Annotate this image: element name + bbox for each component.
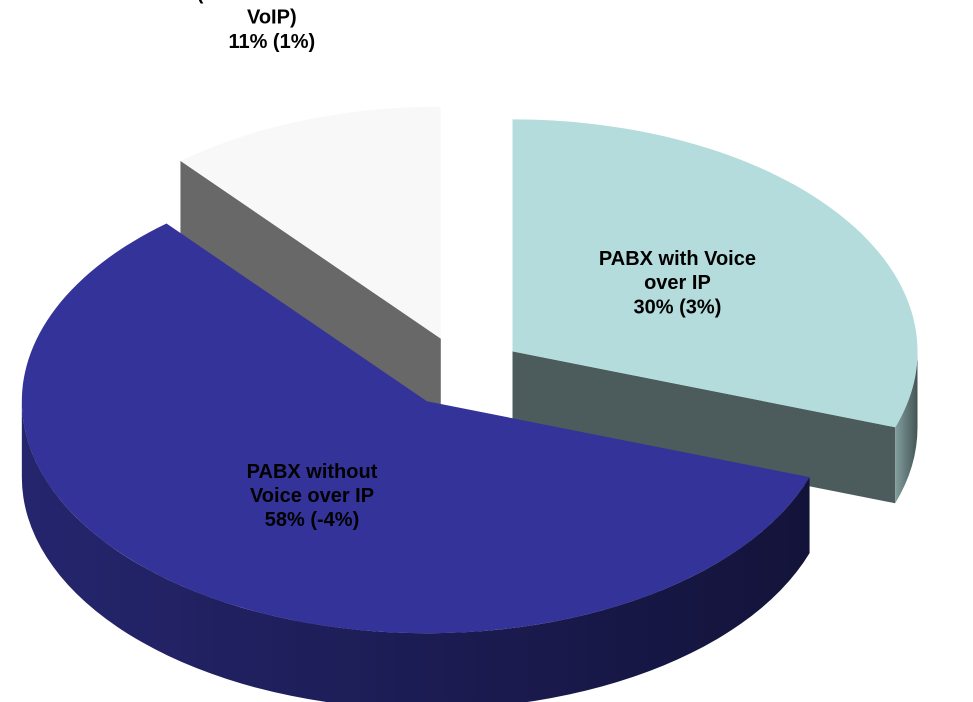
value-label: 11% (1%) bbox=[228, 31, 315, 53]
label-line: over IP bbox=[644, 272, 711, 294]
slice-wall bbox=[512, 351, 896, 504]
value-label: 58% (-4%) bbox=[265, 509, 359, 531]
value-label: 30% (3%) bbox=[634, 296, 722, 318]
walls bbox=[21, 106, 918, 702]
slice-wall bbox=[180, 160, 441, 415]
label-line: (traditionell and bbox=[197, 0, 347, 5]
slice-label: PABX without Voice over IP bbox=[247, 461, 378, 507]
slice-label: PABX with Voice over IP bbox=[599, 248, 756, 294]
slice bbox=[180, 106, 441, 415]
slice-side bbox=[21, 401, 810, 702]
slice bbox=[512, 119, 918, 504]
label-line: Voice over IP bbox=[250, 485, 374, 507]
label-line: PABX with Voice bbox=[599, 248, 756, 270]
slice-top bbox=[512, 119, 918, 428]
slice-top bbox=[180, 106, 441, 339]
slice-top bbox=[21, 223, 810, 634]
slice bbox=[21, 223, 810, 702]
label-line: PABX without bbox=[247, 461, 378, 483]
label-line: VoIP) bbox=[247, 7, 297, 29]
slice-label: PABX Hybrid(traditionell andVoIP) bbox=[197, 0, 347, 29]
slice-side bbox=[895, 351, 918, 504]
